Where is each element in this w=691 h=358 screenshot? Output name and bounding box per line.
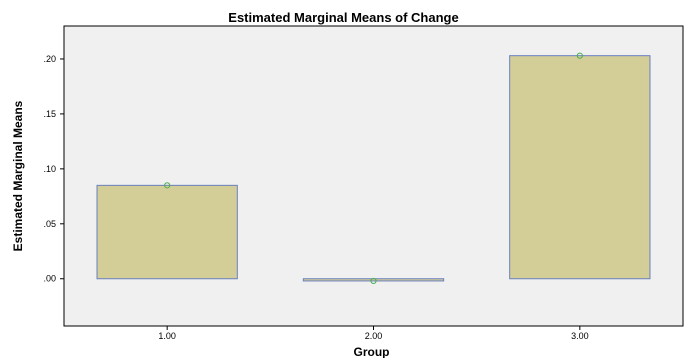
bar-3.00 [509,55,651,280]
x-axis-title: Group [354,345,390,358]
y-axis-title: Estimated Marginal Means [11,100,25,251]
x-tick-label: 2.00 [365,331,383,341]
y-tick-label: .20 [43,54,56,64]
x-axis: 1.00 2.00 3.00 [158,326,589,341]
x-tick-label: 3.00 [571,331,589,341]
mean-marker [576,52,583,59]
y-tick-label: .05 [43,219,56,229]
y-tick-label: .00 [43,274,56,284]
chart-title: Estimated Marginal Means of Change [228,10,458,25]
bars-group [96,55,651,282]
bar-2.00 [302,278,445,282]
y-tick-label: .10 [43,164,56,174]
mean-marker [164,182,171,189]
x-tick-label: 1.00 [158,331,176,341]
y-tick-label: .15 [43,109,56,119]
markers-group [164,52,583,285]
bar-1.00 [96,184,238,280]
mean-marker [370,277,377,285]
y-axis: .00 .05 .10 .15 .20 [43,54,64,284]
